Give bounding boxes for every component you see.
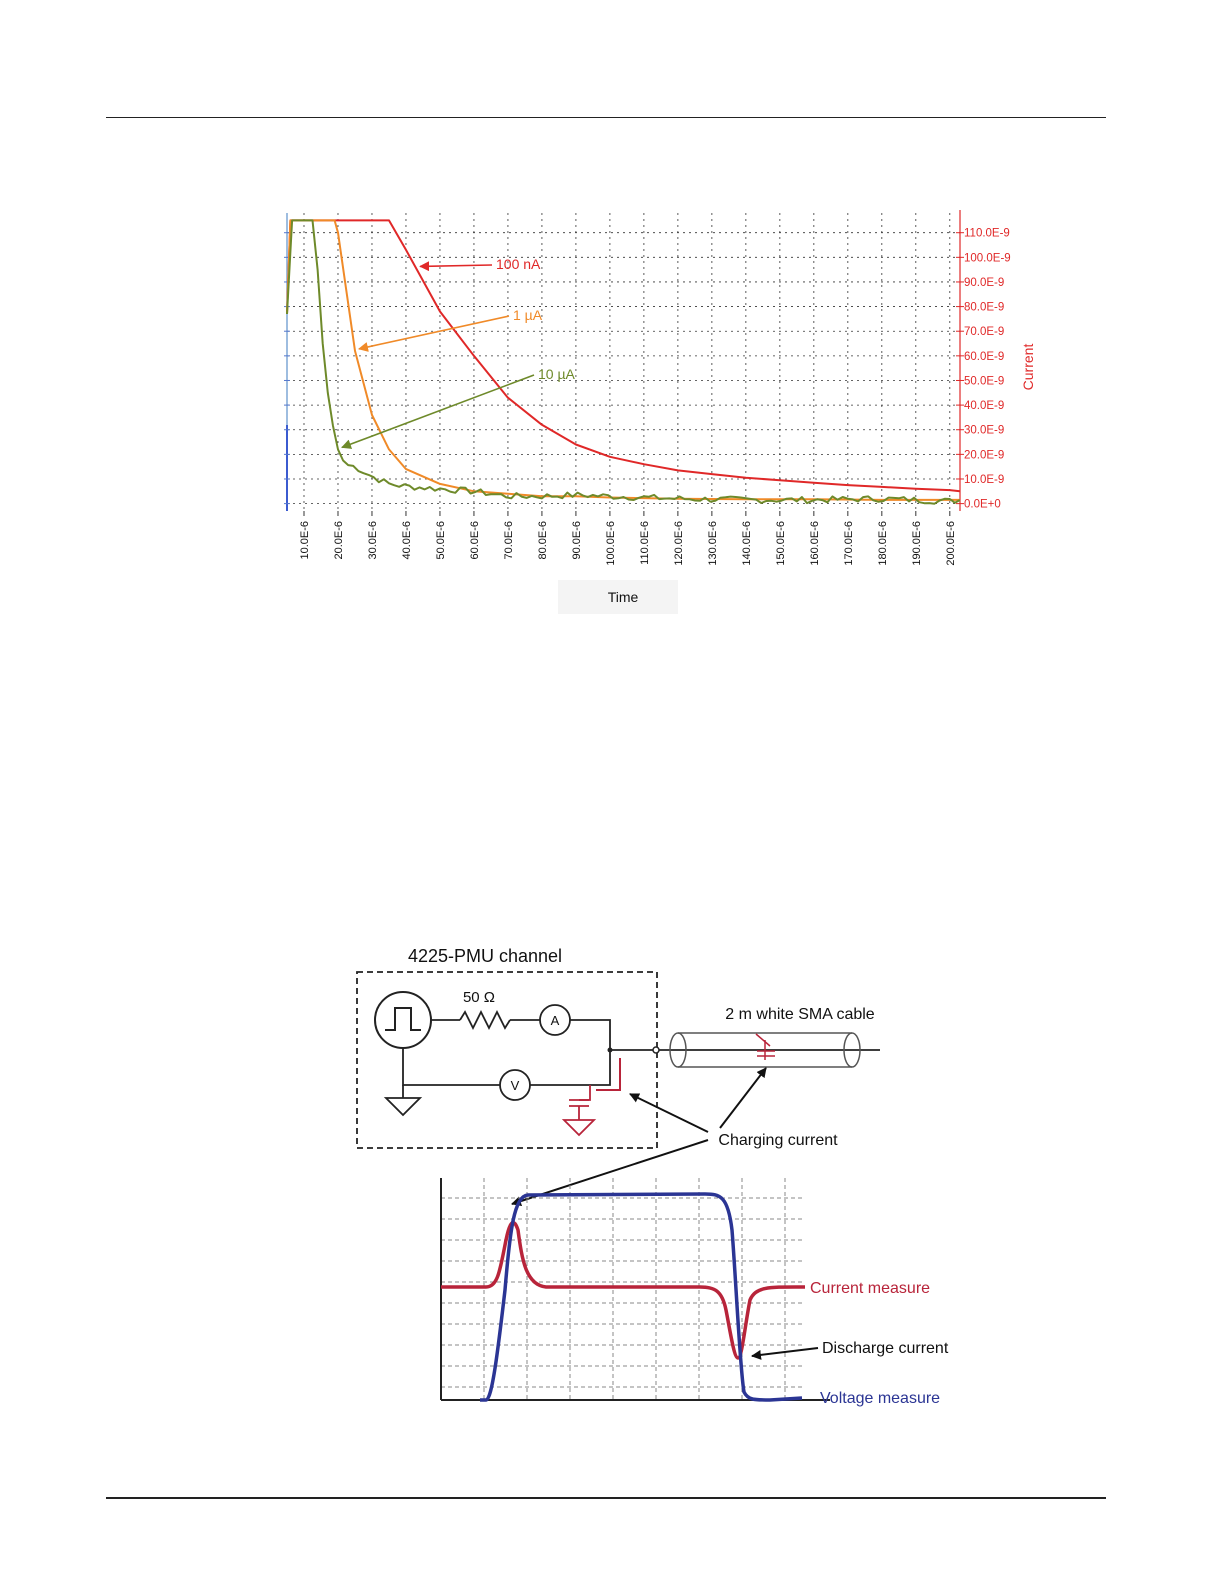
x-tick-label: 180.0E-6 xyxy=(877,521,889,566)
header-rule xyxy=(106,117,1106,118)
x-tick-label: 130.0E-6 xyxy=(707,521,719,566)
current-measure-label: Current measure xyxy=(810,1280,930,1297)
voltmeter-label: V xyxy=(511,1078,520,1093)
y-tick-label: 0.0E+0 xyxy=(964,499,1001,511)
voltage-measure-trace xyxy=(480,1192,803,1402)
resistor-label: 50 Ω xyxy=(463,989,495,1006)
y-tick-label: 90.0E-9 xyxy=(964,277,1004,289)
ammeter-icon: A xyxy=(539,1004,571,1036)
x-tick-label: 90.0E-6 xyxy=(571,521,583,560)
ground-icon xyxy=(383,1085,423,1117)
chart-series xyxy=(286,219,961,505)
charging-path-icon xyxy=(596,1058,621,1091)
y-tick-label: 50.0E-9 xyxy=(964,375,1004,387)
series-line-1 xyxy=(286,219,961,493)
x-axis-label-box xyxy=(558,580,678,614)
x-tick-label: 40.0E-6 xyxy=(401,521,413,560)
charging-current-label: Charging current xyxy=(718,1132,838,1149)
x-tick-label: 30.0E-6 xyxy=(367,521,379,560)
y-tick-label: 10.0E-9 xyxy=(964,474,1004,486)
resistor-icon xyxy=(459,1009,511,1031)
x-tick-label: 50.0E-6 xyxy=(435,521,447,560)
series-line-3 xyxy=(286,219,961,505)
pulse-source-icon xyxy=(374,991,432,1049)
current-measure-trace xyxy=(441,1220,806,1360)
cable-label: 2 m white SMA cable xyxy=(725,1006,875,1023)
pmu-channel-box xyxy=(356,971,658,1149)
annotation-arrow xyxy=(419,261,493,272)
wire xyxy=(402,1048,500,1086)
x-tick-label: 110.0E-6 xyxy=(639,521,651,565)
y-tick-label: 60.0E-9 xyxy=(964,351,1004,363)
y-axis-label: Current xyxy=(1020,344,1036,391)
pmu-charging-diagram: 4225-PMU channel 50 Ω A V xyxy=(356,946,949,1407)
y-tick-label: 110.0E-9 xyxy=(964,228,1010,240)
y-tick-label: 100.0E-9 xyxy=(964,252,1011,264)
wire xyxy=(570,1019,611,1050)
x-tick-label: 60.0E-6 xyxy=(469,521,481,560)
footer-rule xyxy=(106,1497,1106,1499)
y-tick-label: 30.0E-9 xyxy=(964,425,1004,437)
x-axis-label: Time xyxy=(608,589,639,605)
voltage-measure-label: Voltage measure xyxy=(820,1390,940,1407)
arrow-to-internal xyxy=(629,1093,709,1133)
discharge-current-label: Discharge current xyxy=(822,1340,949,1357)
sma-cable-icon xyxy=(669,1032,861,1068)
annotation-label: 100 nA xyxy=(496,256,541,272)
discharge-arrow xyxy=(751,1347,819,1360)
x-tick-label: 150.0E-6 xyxy=(775,521,787,566)
wire xyxy=(530,1050,611,1086)
x-tick-label: 10.0E-6 xyxy=(299,521,311,560)
x-tick-label: 160.0E-6 xyxy=(809,521,821,566)
x-tick-label: 80.0E-6 xyxy=(537,521,549,560)
voltmeter-icon: V xyxy=(499,1069,531,1101)
arrow-to-cable xyxy=(719,1067,767,1129)
x-tick-label: 140.0E-6 xyxy=(741,521,753,566)
connector-node xyxy=(652,1046,660,1054)
annotation-arrow xyxy=(341,374,535,449)
annotation-label: 10 µA xyxy=(538,366,576,382)
cable-capacitance-icon xyxy=(755,1033,775,1060)
x-tick-label: 20.0E-6 xyxy=(333,521,345,560)
x-axis-ticks: 10.0E-6 20.0E-6 30.0E-6 40.0E-6 50.0E-6 60.0E… xyxy=(299,511,957,566)
ammeter-label: A xyxy=(551,1013,560,1028)
annotation-arrow xyxy=(358,315,510,352)
y-tick-label: 40.0E-9 xyxy=(964,400,1004,412)
annotation-label: 1 µA xyxy=(513,307,543,323)
internal-capacitor-icon xyxy=(561,1085,597,1137)
x-tick-label: 190.0E-6 xyxy=(911,521,923,566)
y-tick-label: 70.0E-9 xyxy=(964,326,1004,338)
x-tick-label: 70.0E-6 xyxy=(503,521,515,560)
current-decay-chart: 0.0E+0 10.0E-9 20.0E-9 30.0E-9 40.0E-9 50.0E-… xyxy=(284,210,1036,614)
y-axis-ticks: 0.0E+0 10.0E-9 20.0E-9 30.0E-9 40.0E-9 50.0E-… xyxy=(284,228,1011,511)
chart-grid xyxy=(287,213,960,511)
y-tick-label: 20.0E-9 xyxy=(964,449,1004,461)
y-tick-label: 80.0E-9 xyxy=(964,302,1004,314)
x-tick-label: 120.0E-6 xyxy=(673,521,685,566)
x-tick-label: 170.0E-6 xyxy=(843,521,855,566)
chart-annotations: 100 nA 1 µA 10 µA xyxy=(341,256,576,449)
x-tick-label: 100.0E-6 xyxy=(605,521,617,566)
x-tick-label: 200.0E-6 xyxy=(945,521,957,566)
pmu-channel-title: 4225-PMU channel xyxy=(408,946,562,966)
